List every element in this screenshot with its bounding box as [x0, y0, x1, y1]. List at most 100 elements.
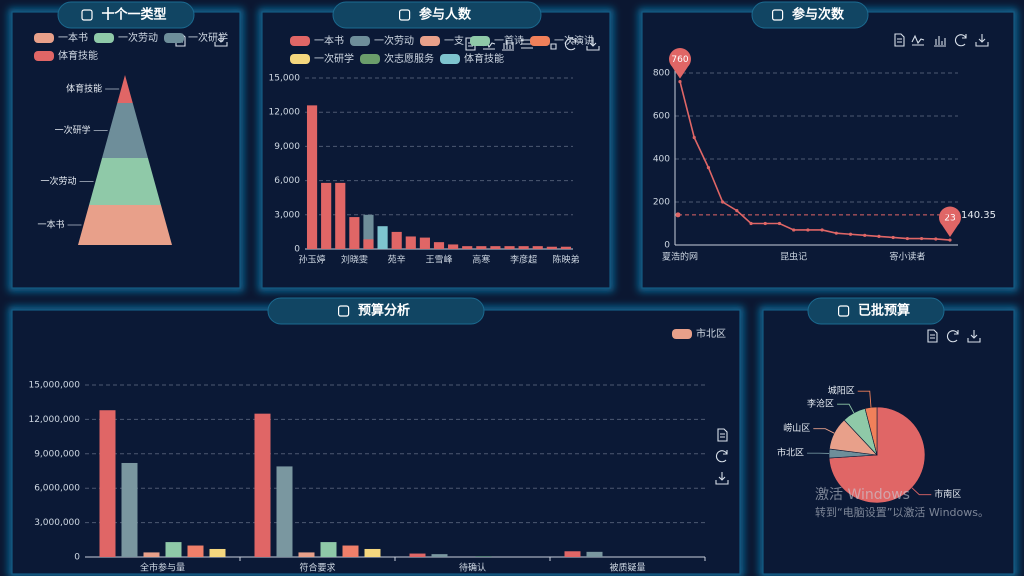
- toolbox-doc[interactable]: [894, 33, 905, 47]
- line: [679, 81, 951, 241]
- bar: [433, 242, 445, 249]
- bar: [349, 217, 360, 249]
- point: [777, 221, 782, 226]
- slice-label: 城阳区: [828, 386, 855, 397]
- bar: [121, 462, 138, 557]
- slice-label: 市北区: [777, 447, 804, 459]
- panel-title: 参与人数: [419, 7, 472, 23]
- bar: [391, 231, 402, 249]
- bar: [476, 246, 487, 249]
- legend-swatch: [440, 54, 460, 64]
- legend-swatch: [34, 33, 54, 43]
- toolbox-down[interactable]: [975, 34, 989, 47]
- y-tick-label: 0: [74, 553, 80, 563]
- legend-label: 体育技能: [464, 52, 504, 65]
- point: [735, 209, 739, 213]
- toolbox-refresh[interactable]: [954, 34, 967, 47]
- bar: [143, 552, 160, 557]
- bar: [405, 236, 416, 249]
- toolbox-refresh[interactable]: [946, 330, 959, 343]
- bar: [306, 105, 318, 249]
- legend-label: 一次演讲: [554, 34, 594, 47]
- legend-label: 一支: [444, 35, 464, 47]
- toolbox-line[interactable]: [911, 34, 925, 46]
- bar: [99, 410, 116, 557]
- toolbox-doc[interactable]: [717, 428, 728, 442]
- y-tick-label: 15,000,000: [28, 381, 80, 391]
- pyramid-segment: [117, 75, 133, 103]
- slice-label: 崂山区: [783, 423, 810, 434]
- x-tick-label: 苑辛: [388, 254, 406, 266]
- legend-swatch: [530, 36, 550, 46]
- panel-tab: [267, 297, 485, 325]
- title-icon: [771, 9, 784, 21]
- legend-label: 一本书: [58, 31, 88, 44]
- segment-label: 体育技能: [66, 83, 102, 95]
- toolbox-down[interactable]: [715, 472, 729, 485]
- toolbox-bar[interactable]: [934, 36, 946, 47]
- bar: [209, 548, 226, 557]
- segment-label: 一次研学: [55, 124, 91, 136]
- label-line: [911, 487, 932, 496]
- toolbox-down[interactable]: [214, 34, 228, 47]
- bar: [409, 553, 426, 557]
- bar: [564, 551, 581, 557]
- bar: [321, 182, 332, 249]
- toolbox-refresh[interactable]: [715, 450, 728, 463]
- legend-label: 一次研学: [188, 31, 228, 44]
- point: [919, 236, 924, 241]
- segment-label: 一本书: [38, 219, 65, 231]
- toolbox-bar[interactable]: [502, 40, 514, 51]
- bar: [165, 542, 182, 557]
- x-tick-label: 符合要求: [299, 562, 335, 574]
- point: [948, 238, 952, 242]
- y-tick-label: 6,000,000: [34, 484, 80, 494]
- bar: [377, 226, 388, 249]
- x-tick-label: 王雪峰: [425, 255, 452, 266]
- legend-swatch: [470, 36, 490, 46]
- label-line: [857, 390, 872, 408]
- bar: [448, 244, 459, 249]
- pyramid-segment: [78, 205, 172, 245]
- mark-point-label: 760: [671, 55, 688, 65]
- average-label: 140.35: [961, 210, 996, 221]
- point: [905, 236, 909, 241]
- panel-tab: [807, 297, 945, 325]
- toolbox-refresh[interactable]: [564, 38, 577, 51]
- y-tick-label: 3,000: [274, 210, 300, 220]
- x-tick-label: 李彦超: [510, 254, 537, 266]
- legend-label: 体育技能: [58, 49, 98, 62]
- toolbox-doc[interactable]: [927, 329, 938, 343]
- y-tick-label: 0: [664, 241, 670, 251]
- y-tick-label: 3,000,000: [34, 518, 80, 528]
- title-icon: [338, 305, 350, 317]
- pie-slice: [864, 406, 878, 456]
- point: [834, 231, 838, 235]
- legend-swatch: [34, 51, 54, 61]
- bar: [546, 246, 557, 249]
- toolbox-down[interactable]: [967, 330, 981, 343]
- panel: [641, 11, 1015, 289]
- toolbox-down[interactable]: [586, 38, 600, 51]
- bar: [320, 542, 337, 557]
- pyramid-segment: [89, 158, 161, 205]
- point: [763, 221, 767, 226]
- y-tick-label: 9,000: [274, 142, 300, 152]
- legend-swatch: [420, 36, 440, 46]
- average-dot: [675, 212, 681, 218]
- y-tick-label: 15,000: [269, 74, 301, 84]
- point: [792, 228, 796, 232]
- y-tick-label: 0: [294, 245, 300, 255]
- y-tick-label: 12,000: [269, 108, 301, 118]
- bar: [419, 237, 430, 249]
- x-tick-label: 待确认: [459, 562, 486, 574]
- y-tick-label: 600: [653, 112, 670, 122]
- watermark-title: 激活 Windows: [815, 486, 910, 503]
- x-tick-label: 夏浩的网: [662, 251, 698, 263]
- watermark-text: 转到“电脑设置”以激活 Windows。: [815, 505, 989, 519]
- legend-label: 市北区: [696, 327, 726, 340]
- panel: [11, 309, 741, 575]
- mark-point: [669, 48, 691, 79]
- bar: [462, 246, 473, 249]
- panel-title: 已批预算: [858, 303, 910, 319]
